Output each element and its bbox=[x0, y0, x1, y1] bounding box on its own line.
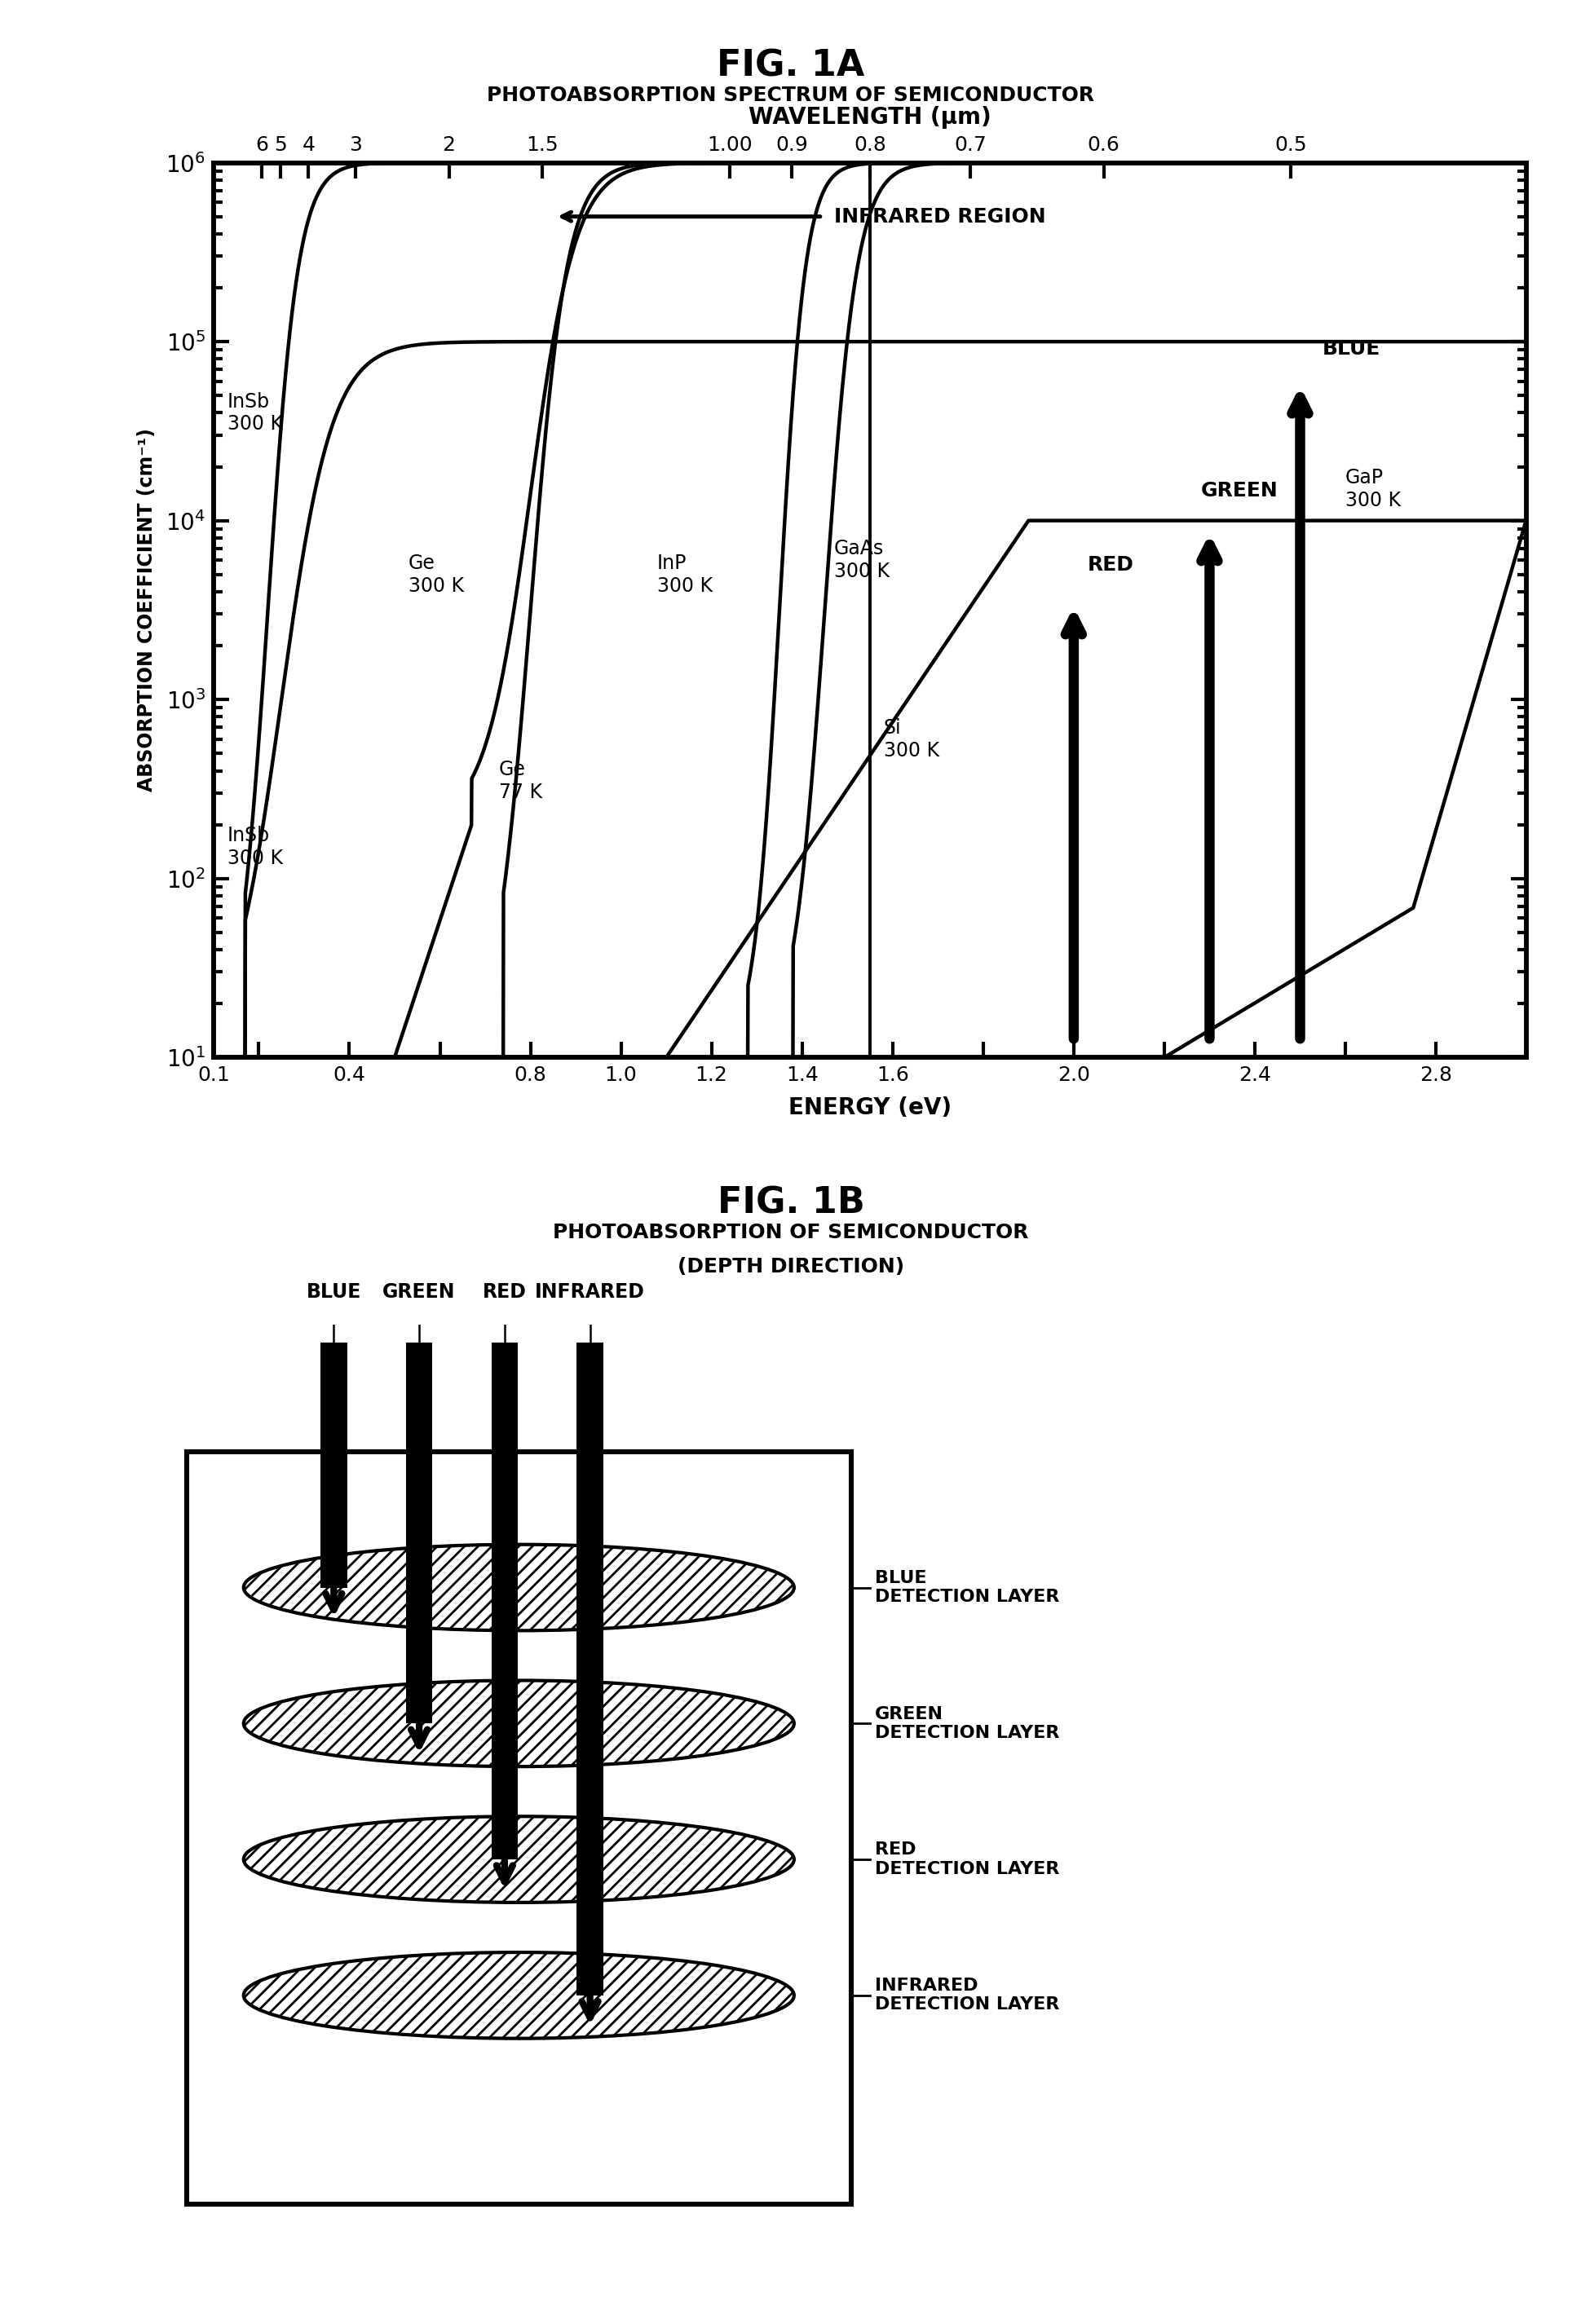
Polygon shape bbox=[406, 1343, 432, 1724]
Text: GaAs
300 K: GaAs 300 K bbox=[833, 539, 889, 581]
Text: InSb
300 K: InSb 300 K bbox=[228, 825, 283, 869]
Text: BLUE: BLUE bbox=[1322, 339, 1380, 358]
Text: RED
DETECTION LAYER: RED DETECTION LAYER bbox=[874, 1843, 1059, 1878]
Text: GREEN: GREEN bbox=[383, 1283, 455, 1301]
Polygon shape bbox=[321, 1343, 346, 1587]
Y-axis label: ABSORPTION COEFFICIENT (cm⁻¹): ABSORPTION COEFFICIENT (cm⁻¹) bbox=[138, 428, 157, 792]
Ellipse shape bbox=[243, 1952, 794, 2038]
Ellipse shape bbox=[243, 1545, 794, 1631]
Text: (DEPTH DIRECTION): (DEPTH DIRECTION) bbox=[677, 1257, 904, 1276]
Text: GaP
300 K: GaP 300 K bbox=[1345, 467, 1401, 511]
Text: PHOTOABSORPTION OF SEMICONDUCTOR: PHOTOABSORPTION OF SEMICONDUCTOR bbox=[553, 1222, 1028, 1241]
Text: PHOTOABSORPTION SPECTRUM OF SEMICONDUCTOR: PHOTOABSORPTION SPECTRUM OF SEMICONDUCTO… bbox=[487, 86, 1094, 105]
X-axis label: ENERGY (eV): ENERGY (eV) bbox=[787, 1097, 952, 1120]
Text: INFRARED REGION: INFRARED REGION bbox=[833, 207, 1045, 225]
Text: FIG. 1B: FIG. 1B bbox=[716, 1185, 865, 1220]
Text: GREEN: GREEN bbox=[1200, 481, 1277, 500]
Ellipse shape bbox=[243, 1680, 794, 1766]
Text: Si
300 K: Si 300 K bbox=[884, 718, 939, 760]
Text: BLUE
DETECTION LAYER: BLUE DETECTION LAYER bbox=[874, 1571, 1059, 1606]
Text: FIG. 1A: FIG. 1A bbox=[716, 49, 865, 84]
X-axis label: WAVELENGTH (μm): WAVELENGTH (μm) bbox=[748, 107, 991, 128]
Text: INFRARED
DETECTION LAYER: INFRARED DETECTION LAYER bbox=[874, 1978, 1059, 2013]
Text: InP
300 K: InP 300 K bbox=[656, 553, 713, 595]
Ellipse shape bbox=[243, 1817, 794, 1903]
Text: RED: RED bbox=[482, 1283, 526, 1301]
Text: GREEN
DETECTION LAYER: GREEN DETECTION LAYER bbox=[874, 1706, 1059, 1741]
Polygon shape bbox=[492, 1343, 517, 1859]
Text: Ge
77 K: Ge 77 K bbox=[498, 760, 542, 802]
Text: Ge
300 K: Ge 300 K bbox=[408, 553, 463, 595]
Text: RED: RED bbox=[1086, 555, 1134, 574]
Text: BLUE: BLUE bbox=[307, 1283, 360, 1301]
Text: InSb
300 K: InSb 300 K bbox=[228, 393, 283, 435]
Text: INFRARED: INFRARED bbox=[534, 1283, 645, 1301]
Polygon shape bbox=[577, 1343, 602, 1996]
